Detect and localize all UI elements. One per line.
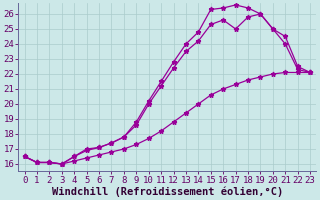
X-axis label: Windchill (Refroidissement éolien,°C): Windchill (Refroidissement éolien,°C) — [52, 186, 283, 197]
